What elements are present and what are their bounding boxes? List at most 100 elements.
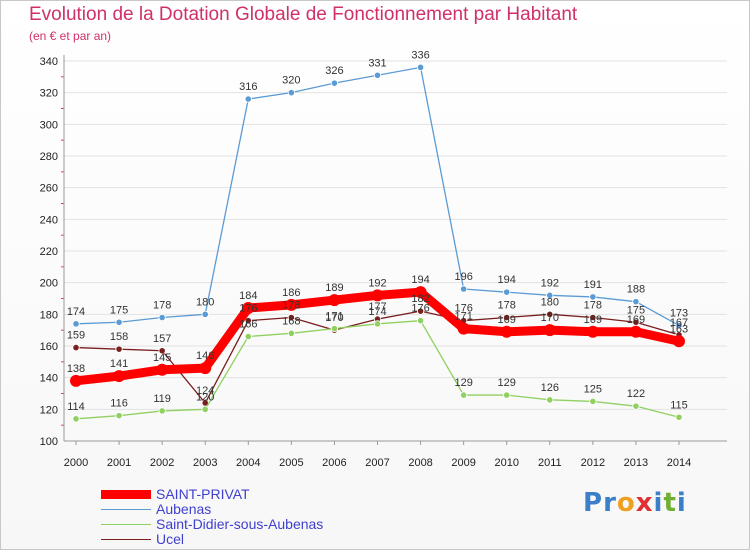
logo-letter: r [603, 488, 617, 518]
data-label-aubenas: 191 [584, 279, 602, 291]
x-tick-label: 2008 [408, 457, 432, 469]
x-tick-label: 2004 [236, 457, 260, 469]
data-point-saint-didier-sous-aubenas [330, 324, 339, 333]
y-tick-label: 100 [40, 436, 58, 448]
data-point-aubenas [244, 95, 252, 103]
data-point-ucel [72, 343, 80, 352]
legend-label-aubenas: Aubenas [156, 501, 212, 517]
chart-subtitle: (en € et par an) [29, 29, 112, 43]
y-tick-label: 200 [40, 278, 58, 290]
data-point-saint-privat [586, 325, 599, 338]
data-point-saint-privat [371, 289, 384, 302]
data-label-aubenas: 316 [239, 81, 257, 93]
data-label-ucel: 159 [67, 330, 85, 342]
data-label-saint-privat: 138 [67, 363, 85, 375]
data-label-ucel: 177 [368, 301, 386, 313]
data-point-saint-privat [113, 370, 126, 383]
data-label-saint-didier-sous-aubenas: 129 [498, 377, 516, 389]
data-point-saint-privat [242, 302, 255, 314]
data-label-saint-privat: 170 [541, 312, 559, 324]
data-label-saint-privat: 194 [411, 274, 429, 286]
logo-letter: o [616, 488, 636, 518]
data-label-aubenas: 180 [196, 296, 214, 308]
data-label-aubenas: 175 [110, 304, 128, 316]
data-point-aubenas [416, 63, 425, 71]
data-point-saint-privat [156, 363, 169, 376]
data-label-ucel: 157 [153, 333, 171, 345]
data-point-ucel [115, 345, 123, 353]
data-point-saint-didier-sous-aubenas [72, 415, 80, 423]
data-point-aubenas [115, 318, 123, 326]
data-label-aubenas: 336 [411, 49, 429, 61]
data-point-aubenas [503, 288, 511, 296]
logo-letter: i [676, 488, 687, 518]
data-point-aubenas [158, 313, 166, 322]
data-point-saint-didier-sous-aubenas [632, 402, 640, 410]
legend-item-saint-privat: SAINT-PRIVAT [101, 487, 401, 502]
data-label-ucel: 175 [627, 304, 645, 316]
data-label-aubenas: 192 [541, 277, 559, 289]
data-point-aubenas [460, 285, 468, 293]
data-point-saint-didier-sous-aubenas [589, 397, 597, 406]
data-label-saint-didier-sous-aubenas: 174 [368, 306, 386, 318]
data-point-saint-didier-sous-aubenas [115, 412, 123, 420]
data-point-saint-privat [328, 294, 341, 307]
data-point-saint-didier-sous-aubenas [675, 413, 683, 421]
data-label-saint-didier-sous-aubenas: 168 [282, 315, 300, 327]
data-point-aubenas [675, 321, 683, 330]
y-tick-label: 220 [40, 246, 58, 258]
data-label-saint-didier-sous-aubenas: 116 [110, 398, 128, 410]
y-tick-label: 280 [40, 151, 58, 163]
data-point-aubenas [546, 291, 554, 299]
data-label-saint-privat: 169 [498, 314, 516, 326]
x-tick-label: 2013 [624, 457, 648, 469]
y-tick-label: 320 [40, 88, 58, 100]
data-point-saint-didier-sous-aubenas [158, 407, 166, 415]
data-label-ucel: 178 [584, 300, 602, 312]
data-point-ucel [632, 318, 640, 326]
data-label-ucel: 182 [411, 293, 429, 305]
data-label-saint-privat: 169 [627, 314, 645, 326]
data-label-saint-privat: 186 [282, 287, 300, 299]
data-label-saint-didier-sous-aubenas: 115 [670, 399, 688, 411]
data-point-saint-didier-sous-aubenas [201, 405, 209, 413]
data-point-aubenas [330, 79, 339, 87]
data-label-saint-didier-sous-aubenas: 114 [67, 401, 85, 413]
data-point-saint-privat [199, 362, 212, 375]
legend-swatch-ucel [101, 532, 151, 547]
logo-letter: x [635, 488, 654, 518]
data-point-saint-privat [414, 286, 427, 299]
grid [64, 60, 727, 442]
data-point-aubenas [201, 310, 209, 318]
data-label-saint-didier-sous-aubenas: 171 [325, 311, 343, 323]
proxiti-logo: Proxiti [583, 488, 687, 518]
data-point-saint-didier-sous-aubenas [287, 329, 295, 337]
legend-item-aubenas: Aubenas [101, 502, 401, 517]
data-point-saint-privat [70, 374, 82, 387]
data-point-ucel [158, 347, 166, 355]
y-tick-label: 240 [40, 214, 58, 226]
x-tick-label: 2001 [107, 457, 131, 469]
data-label-saint-didier-sous-aubenas: 122 [627, 388, 645, 400]
x-tick-label: 2011 [538, 457, 562, 469]
data-label-saint-privat: 146 [196, 350, 214, 362]
data-label-saint-didier-sous-aubenas: 166 [239, 319, 257, 331]
data-label-ucel: 167 [670, 317, 688, 329]
data-point-saint-didier-sous-aubenas [546, 396, 554, 404]
data-label-aubenas: 194 [498, 274, 516, 286]
y-tick-label: 160 [40, 341, 58, 353]
data-point-aubenas [632, 298, 640, 306]
data-label-ucel: 176 [239, 303, 257, 315]
data-label-saint-privat: 141 [110, 358, 128, 370]
data-label-saint-privat: 189 [325, 282, 343, 294]
data-point-ucel [287, 313, 295, 322]
data-label-aubenas: 173 [670, 307, 688, 319]
axes: 100 120 140 160 180 200 220 240 260 280 300 320 340 2… [40, 55, 727, 469]
data-point-saint-didier-sous-aubenas [460, 391, 468, 399]
legend-swatch-saint-privat [101, 487, 151, 502]
legend-label-saint-privat: SAINT-PRIVAT [156, 486, 250, 502]
data-point-aubenas [287, 89, 295, 97]
data-point-saint-privat [500, 325, 513, 338]
data-point-saint-didier-sous-aubenas [416, 317, 425, 325]
data-point-saint-didier-sous-aubenas [373, 320, 382, 328]
